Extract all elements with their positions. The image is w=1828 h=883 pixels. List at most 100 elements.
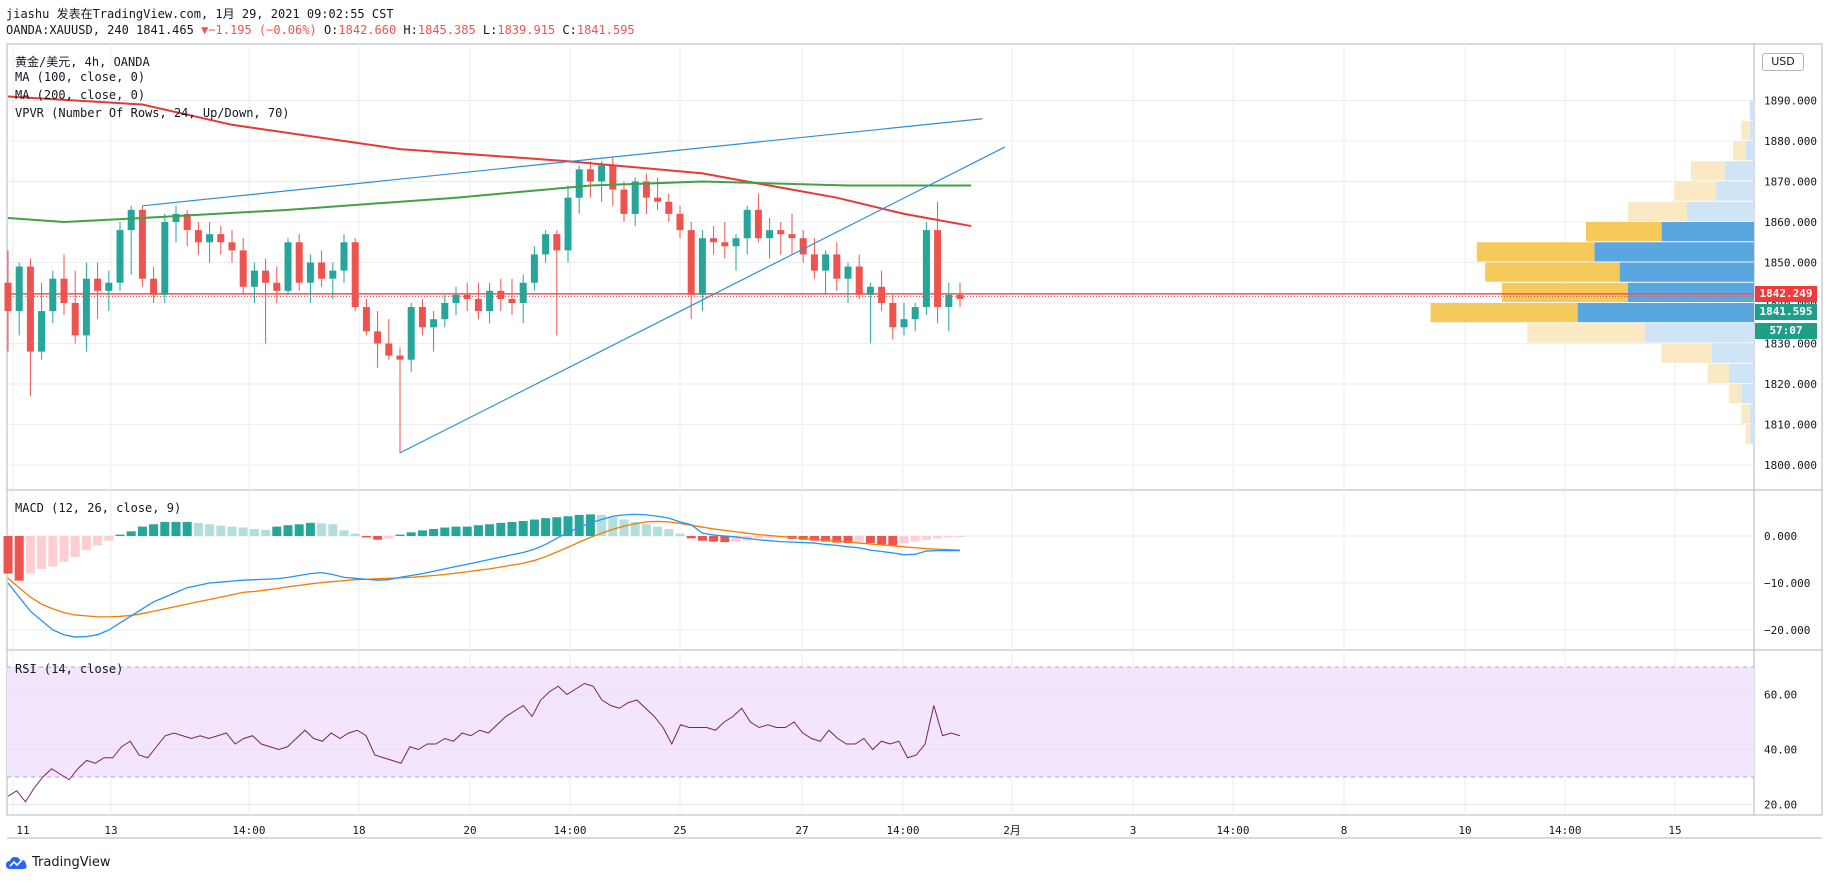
candle-body: [788, 234, 796, 239]
macd-histogram-bar: [809, 536, 819, 541]
candle-body: [799, 238, 807, 255]
candle-body: [351, 242, 359, 308]
volume-profile-down-bar: [1712, 343, 1754, 363]
candle-body: [620, 189, 628, 214]
macd-histogram-bar: [182, 521, 192, 536]
volume-profile-down-bar: [1724, 161, 1754, 181]
x-tick-label: 15: [1668, 824, 1681, 837]
macd-histogram-bar: [529, 519, 539, 536]
candle-body: [284, 242, 292, 291]
macd-histogram-bar: [552, 517, 562, 536]
candle-body: [430, 319, 438, 328]
volume-profile-up-bar: [1733, 141, 1746, 161]
candle-body: [598, 165, 606, 182]
volume-profile-up-bar: [1674, 181, 1717, 201]
candle-body: [710, 238, 718, 243]
macd-histogram-bar: [126, 531, 136, 536]
candle-body: [642, 181, 650, 198]
macd-histogram-bar: [48, 536, 58, 567]
candle-body: [833, 254, 841, 279]
candle-body: [754, 209, 762, 239]
macd-histogram-bar: [921, 536, 931, 540]
macd-histogram-bar: [149, 524, 159, 536]
legend-vpvr[interactable]: VPVR (Number Of Rows, 24, Up/Down, 70): [15, 106, 290, 120]
last-price-tag: 1841.595: [1755, 304, 1817, 320]
macd-histogram-bar: [686, 536, 696, 539]
volume-profile-down-bar: [1716, 181, 1754, 201]
candle-body: [318, 262, 326, 279]
x-tick-label: 14:00: [553, 824, 586, 837]
rsi-line: [7, 682, 961, 803]
macd-histogram-bar: [541, 518, 551, 536]
volume-profile-up-bar: [1527, 323, 1645, 343]
candle-body: [889, 303, 897, 328]
legend-title[interactable]: 黄金/美元, 4h, OANDA: [15, 55, 150, 69]
macd-histogram-bar: [832, 536, 842, 543]
trendline: [142, 118, 983, 207]
candle-body: [4, 282, 12, 312]
legend-rsi[interactable]: RSI (14, close): [15, 662, 124, 676]
candle-body: [732, 238, 740, 247]
macd-histogram-bar: [597, 514, 607, 536]
open-label: O:: [323, 23, 339, 37]
macd-histogram-bar: [328, 524, 338, 536]
candle-body: [721, 242, 729, 247]
low-value: 1839.915: [497, 23, 556, 37]
macd-histogram-bar: [115, 534, 125, 536]
x-tick-label: 20: [463, 824, 476, 837]
macd-histogram-bar: [955, 536, 965, 537]
macd-histogram-bar: [821, 536, 831, 542]
macd-histogram-bar: [641, 524, 651, 536]
volume-profile-down-bar: [1749, 424, 1754, 444]
candle-body: [530, 254, 538, 283]
candle-body: [609, 165, 617, 190]
candle-body: [508, 298, 516, 303]
candle-body: [855, 266, 863, 295]
down-arrow-icon: ▼: [201, 23, 209, 37]
candle-body: [945, 294, 953, 308]
rsi-axis-tick: 20.00: [1764, 799, 1797, 812]
currency-badge[interactable]: USD: [1762, 53, 1804, 71]
macd-histogram-bar: [261, 529, 271, 536]
volume-profile-up-bar: [1502, 282, 1628, 302]
ma200-line: [7, 180, 972, 224]
macd-histogram-bar: [70, 536, 80, 558]
candle-body: [497, 290, 505, 299]
macd-histogram-bar: [630, 521, 640, 536]
macd-histogram-bar: [910, 536, 920, 542]
symbol-label: OANDA:XAUUSD, 240: [6, 23, 129, 37]
volume-profile-down-bar: [1749, 100, 1754, 120]
volume-profile-down-bar: [1686, 201, 1754, 221]
candle-body: [385, 343, 393, 356]
volume-profile-down-bar: [1749, 404, 1754, 424]
macd-histogram-bar: [283, 525, 293, 536]
price-axis-tick: 1850.000: [1764, 257, 1817, 270]
candle-body: [82, 278, 90, 336]
ohlc-header: OANDA:XAUUSD, 240 1841.465 ▼−1.195 (−0.0…: [6, 23, 635, 37]
macd-histogram-bar: [888, 536, 898, 546]
macd-histogram-bar: [944, 536, 954, 538]
volume-profile-up-bar: [1661, 343, 1712, 363]
macd-histogram-bar: [3, 536, 13, 574]
tradingview-logo[interactable]: TradingView: [6, 855, 111, 870]
price-axis-tick: 1830.000: [1764, 338, 1817, 351]
legend-ma200[interactable]: MA (200, close, 0): [15, 88, 146, 102]
candle-body: [698, 238, 706, 295]
candle-body: [575, 169, 583, 198]
x-tick-label: 14:00: [232, 824, 265, 837]
legend-macd[interactable]: MACD (12, 26, close, 9): [15, 501, 182, 515]
macd-histogram-bar: [395, 534, 405, 536]
candle-body: [441, 303, 449, 320]
volume-profile-up-bar: [1691, 161, 1725, 181]
macd-histogram-bar: [854, 536, 864, 543]
legend-ma100[interactable]: MA (100, close, 0): [15, 70, 146, 84]
macd-histogram-bar: [518, 520, 528, 536]
macd-histogram-bar: [317, 523, 327, 536]
candle-body: [374, 331, 382, 344]
countdown-tag: 57:07: [1755, 323, 1817, 339]
x-tick-label: 14:00: [1216, 824, 1249, 837]
macd-axis-tick: 0.000: [1764, 530, 1797, 543]
macd-histogram-bar: [384, 536, 394, 539]
macd-histogram-bar: [731, 536, 741, 542]
